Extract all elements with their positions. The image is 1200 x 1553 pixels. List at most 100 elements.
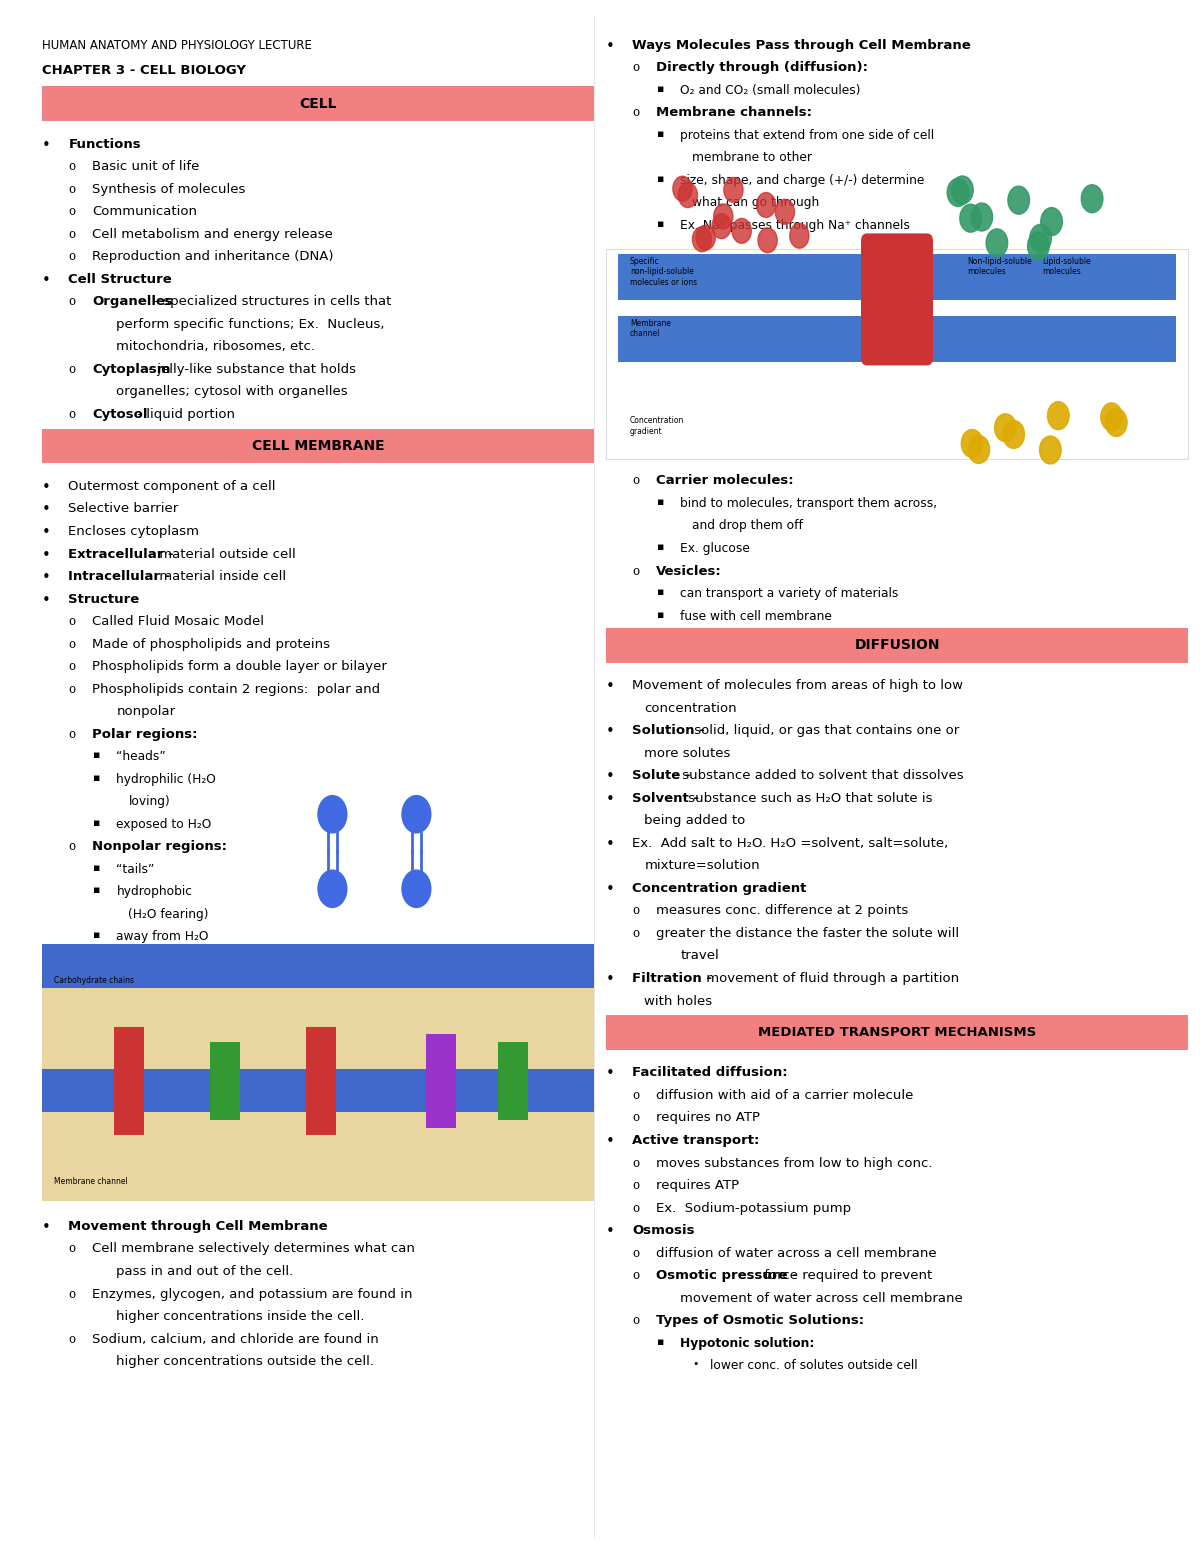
- Text: Specific
non-lipid-soluble
molecules or ions: Specific non-lipid-soluble molecules or …: [630, 256, 697, 287]
- Text: •: •: [42, 273, 50, 287]
- Text: “heads”: “heads”: [116, 750, 166, 763]
- Text: movement of fluid through a partition: movement of fluid through a partition: [702, 972, 959, 985]
- Text: •: •: [606, 724, 614, 739]
- Text: Phospholipids contain 2 regions:  polar and: Phospholipids contain 2 regions: polar a…: [92, 683, 380, 696]
- Text: Functions: Functions: [68, 138, 142, 151]
- Text: •: •: [42, 525, 50, 540]
- Bar: [210, 1042, 240, 1120]
- Text: Membrane
channel: Membrane channel: [630, 318, 671, 339]
- Text: o: o: [632, 1157, 640, 1169]
- Text: greater the distance the faster the solute will: greater the distance the faster the solu…: [656, 927, 960, 940]
- Text: ▪: ▪: [656, 542, 664, 551]
- Circle shape: [402, 870, 431, 907]
- Text: ▪: ▪: [92, 930, 100, 940]
- Circle shape: [1040, 208, 1062, 236]
- Circle shape: [947, 179, 968, 207]
- Circle shape: [775, 199, 794, 224]
- Circle shape: [960, 203, 982, 231]
- Text: Cytoplasm: Cytoplasm: [92, 363, 170, 376]
- Circle shape: [961, 430, 983, 458]
- Text: •: •: [42, 138, 50, 152]
- Text: •: •: [606, 882, 614, 898]
- Text: o: o: [632, 1247, 640, 1259]
- Text: hydrophobic: hydrophobic: [116, 885, 192, 898]
- Text: o: o: [632, 61, 640, 75]
- Text: requires no ATP: requires no ATP: [656, 1112, 761, 1124]
- Circle shape: [1048, 402, 1069, 430]
- Text: Outermost component of a cell: Outermost component of a cell: [68, 480, 276, 492]
- Text: loving): loving): [128, 795, 170, 808]
- Text: requires ATP: requires ATP: [656, 1179, 739, 1193]
- Text: o: o: [68, 363, 76, 376]
- Circle shape: [714, 203, 733, 228]
- Text: •: •: [606, 1224, 614, 1239]
- Text: Polar regions:: Polar regions:: [92, 728, 198, 741]
- Text: substance such as H₂O that solute is: substance such as H₂O that solute is: [684, 792, 932, 804]
- Text: Ex.  Sodium-potassium pump: Ex. Sodium-potassium pump: [656, 1202, 852, 1214]
- Bar: [42, 1068, 594, 1112]
- Text: •: •: [42, 503, 50, 517]
- Circle shape: [1003, 421, 1025, 449]
- Text: Carrier molecules:: Carrier molecules:: [656, 474, 794, 488]
- Text: •: •: [606, 1067, 614, 1081]
- Circle shape: [712, 214, 731, 239]
- Text: Encloses cytoplasm: Encloses cytoplasm: [68, 525, 199, 537]
- Text: mitochondria, ribosomes, etc.: mitochondria, ribosomes, etc.: [116, 340, 316, 354]
- Text: moves substances from low to high conc.: moves substances from low to high conc.: [656, 1157, 932, 1169]
- Circle shape: [971, 203, 992, 231]
- Text: Ex. Na⁺ passes through Na⁺ channels: Ex. Na⁺ passes through Na⁺ channels: [680, 219, 911, 231]
- Text: - liquid portion: - liquid portion: [133, 408, 235, 421]
- Text: o: o: [68, 1287, 76, 1300]
- FancyBboxPatch shape: [862, 233, 934, 365]
- Circle shape: [1039, 436, 1061, 464]
- Text: ▪: ▪: [656, 497, 664, 506]
- Text: force required to prevent: force required to prevent: [760, 1269, 932, 1283]
- Circle shape: [995, 413, 1016, 441]
- Text: o: o: [68, 728, 76, 741]
- Text: •: •: [42, 480, 50, 495]
- Bar: [498, 1042, 528, 1120]
- Text: mixture=solution: mixture=solution: [644, 859, 760, 873]
- Text: with holes: with holes: [644, 994, 713, 1008]
- Bar: [618, 253, 1176, 300]
- Text: •: •: [42, 1221, 50, 1235]
- Bar: [426, 1034, 456, 1127]
- Circle shape: [986, 228, 1008, 256]
- Text: Organelles: Organelles: [92, 295, 173, 309]
- Text: organelles; cytosol with organelles: organelles; cytosol with organelles: [116, 385, 348, 399]
- Text: Active transport:: Active transport:: [632, 1134, 760, 1148]
- Text: ▪: ▪: [656, 84, 664, 93]
- Text: higher concentrations outside the cell.: higher concentrations outside the cell.: [116, 1356, 374, 1368]
- Text: ▪: ▪: [656, 174, 664, 183]
- Text: away from H₂O: away from H₂O: [116, 930, 209, 943]
- Text: Ex.  Add salt to H₂O. H₂O =solvent, salt=solute,: Ex. Add salt to H₂O. H₂O =solvent, salt=…: [632, 837, 949, 849]
- Text: movement of water across cell membrane: movement of water across cell membrane: [680, 1292, 964, 1305]
- Text: ▪: ▪: [656, 587, 664, 596]
- Text: lower conc. of solutes outside cell: lower conc. of solutes outside cell: [710, 1359, 918, 1373]
- Bar: [42, 87, 594, 121]
- Circle shape: [790, 224, 809, 248]
- Circle shape: [678, 183, 697, 208]
- Text: o: o: [632, 474, 640, 488]
- Text: solid, liquid, or gas that contains one or: solid, liquid, or gas that contains one …: [690, 724, 959, 738]
- Circle shape: [758, 228, 778, 253]
- Text: o: o: [632, 1179, 640, 1193]
- Text: material outside cell: material outside cell: [155, 548, 295, 561]
- Circle shape: [732, 219, 751, 244]
- Bar: [42, 944, 594, 988]
- Text: Vesicles:: Vesicles:: [656, 564, 722, 578]
- Text: travel: travel: [680, 949, 719, 963]
- Text: ▪: ▪: [656, 129, 664, 138]
- Text: Structure: Structure: [68, 593, 139, 606]
- Text: Osmosis: Osmosis: [632, 1224, 695, 1238]
- Text: o: o: [68, 183, 76, 196]
- Text: substance added to solvent that dissolves: substance added to solvent that dissolve…: [678, 769, 964, 783]
- Text: •: •: [42, 570, 50, 585]
- Text: being added to: being added to: [644, 814, 745, 828]
- Text: o: o: [68, 250, 76, 264]
- Text: o: o: [68, 295, 76, 309]
- Text: o: o: [68, 615, 76, 627]
- Bar: [606, 627, 1188, 663]
- Bar: [42, 429, 594, 463]
- Text: ▪: ▪: [656, 609, 664, 620]
